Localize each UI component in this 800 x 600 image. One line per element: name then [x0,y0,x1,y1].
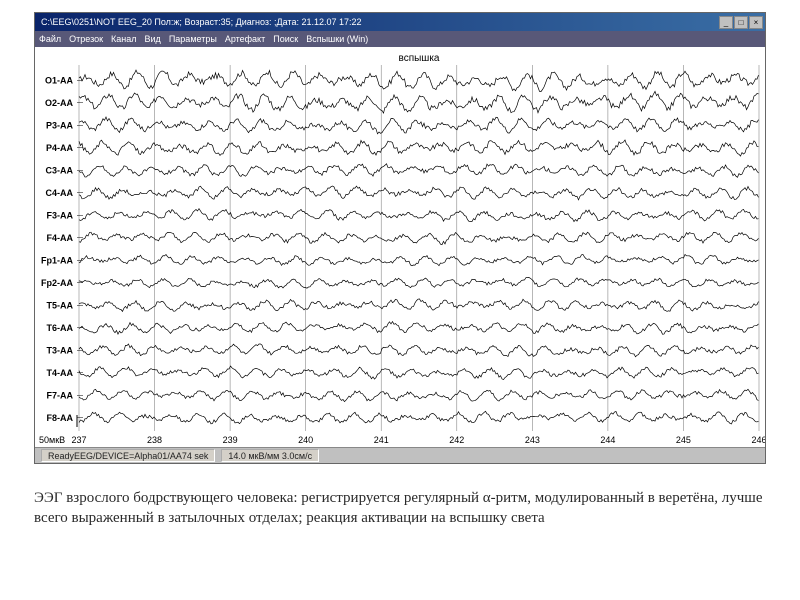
svg-text:T5-AA: T5-AA [47,300,74,310]
svg-text:O2-AA: O2-AA [45,98,74,108]
svg-text:241: 241 [374,435,389,445]
titlebar: C:\EEG\0251\NOT EEG_20 Пол:ж; Возраст:35… [35,13,765,31]
close-button[interactable]: × [749,16,763,29]
svg-text:243: 243 [525,435,540,445]
status-scale: 14.0 мкВ/мм 3.0см/с [221,449,319,462]
window-buttons: _ □ × [719,16,763,29]
eeg-plot-area[interactable]: 237 238 239 240 241 242 243 244 245 246 вспышка O1-… [35,47,765,447]
menu-view[interactable]: Вид [145,34,161,44]
svg-text:C3-AA: C3-AA [45,165,73,175]
statusbar: ReadyEEG/DEVICE=Alpha01/AA74 sek 14.0 мк… [35,447,765,463]
menu-segment[interactable]: Отрезок [69,34,103,44]
svg-text:240: 240 [298,435,313,445]
svg-text:245: 245 [676,435,691,445]
menubar: Файл Отрезок Канал Вид Параметры Артефак… [35,31,765,47]
eeg-app-window: C:\EEG\0251\NOT EEG_20 Пол:ж; Возраст:35… [34,12,766,464]
svg-text:T4-AA: T4-AA [47,368,74,378]
svg-text:F8-AA: F8-AA [47,413,74,423]
svg-text:239: 239 [223,435,238,445]
eeg-svg: 237 238 239 240 241 242 243 244 245 246 вспышка O1-… [35,47,765,447]
svg-text:T6-AA: T6-AA [47,323,74,333]
svg-text:Fp2-AA: Fp2-AA [41,278,73,288]
menu-file[interactable]: Файл [39,34,61,44]
svg-text:P4-AA: P4-AA [46,143,74,153]
status-device: ReadyEEG/DEVICE=Alpha01/AA74 sek [41,449,215,462]
svg-text:237: 237 [71,435,86,445]
svg-text:Fp1-AA: Fp1-AA [41,255,73,265]
svg-text:F4-AA: F4-AA [47,233,74,243]
svg-text:O1-AA: O1-AA [45,75,74,85]
titlebar-text: C:\EEG\0251\NOT EEG_20 Пол:ж; Возраст:35… [37,17,362,27]
svg-text:246: 246 [751,435,765,445]
svg-text:238: 238 [147,435,162,445]
menu-flash[interactable]: Вспышки (Win) [306,34,368,44]
svg-text:244: 244 [600,435,615,445]
slide-caption: ЭЭГ взрослого бодрствующего человека: ре… [34,488,766,529]
maximize-button[interactable]: □ [734,16,748,29]
svg-text:P3-AA: P3-AA [46,120,74,130]
menu-artifact[interactable]: Артефакт [225,34,265,44]
svg-text:F7-AA: F7-AA [47,390,74,400]
svg-text:T3-AA: T3-AA [47,345,74,355]
minimize-button[interactable]: _ [719,16,733,29]
menu-params[interactable]: Параметры [169,34,217,44]
svg-text:F3-AA: F3-AA [47,210,74,220]
svg-text:50мкВ: 50мкВ [39,435,65,445]
svg-text:242: 242 [449,435,464,445]
menu-search[interactable]: Поиск [273,34,298,44]
svg-text:C4-AA: C4-AA [45,188,73,198]
svg-text:вспышка: вспышка [399,53,440,64]
menu-channel[interactable]: Канал [111,34,136,44]
